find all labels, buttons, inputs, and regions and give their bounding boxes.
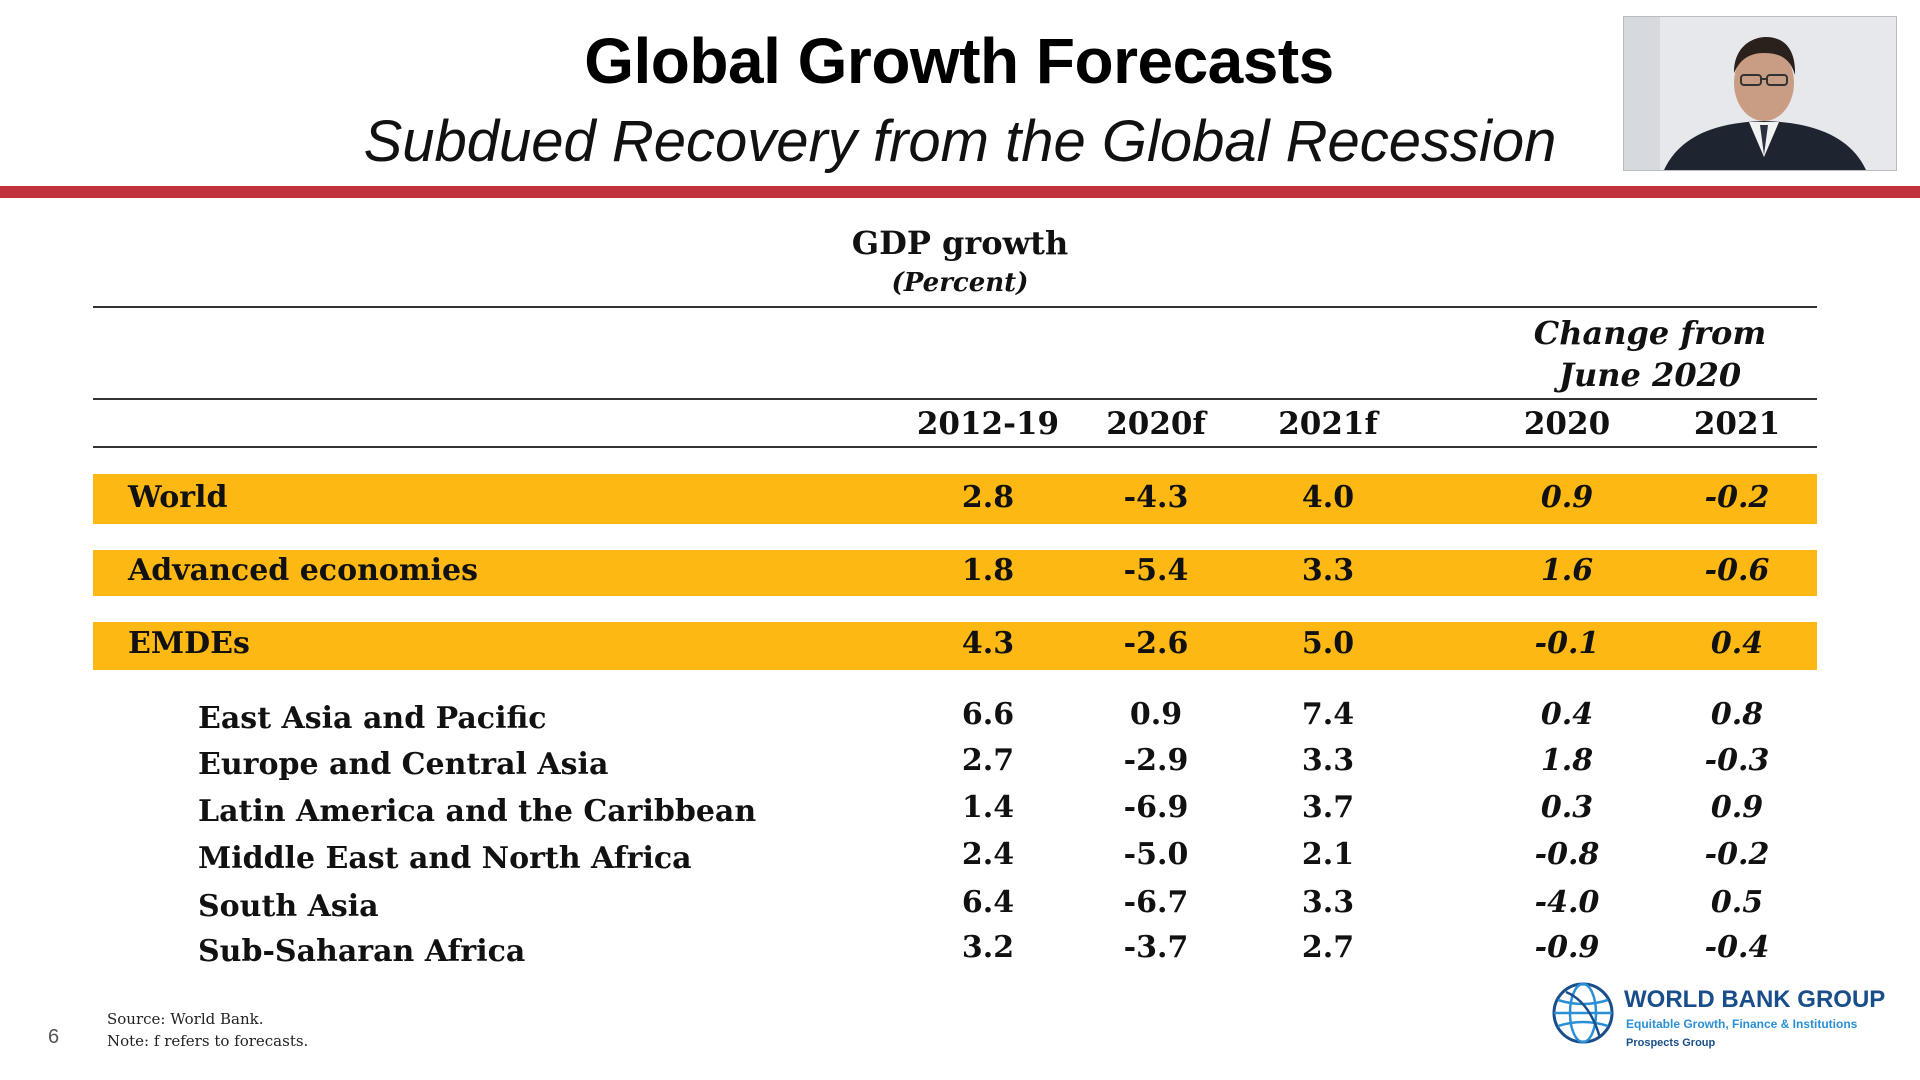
- cell-change-2021: 0.5: [1710, 885, 1764, 920]
- cell-change-2020: -0.9: [1534, 930, 1600, 965]
- table-row-south-asia: South Asia 6.4 -6.7 3.3 -4.0 0.5: [0, 885, 1920, 931]
- cell-change-2020: 1.8: [1540, 743, 1594, 778]
- presenter-silhouette-icon: [1624, 17, 1896, 170]
- table-row-world: World 2.8 -4.3 4.0 0.9 -0.2: [0, 476, 1920, 522]
- cell-change-2020: 0.3: [1540, 790, 1594, 825]
- cell-2021f: 4.0: [1301, 480, 1355, 515]
- cell-2021f: 2.7: [1301, 930, 1355, 965]
- table-unit: (Percent): [891, 268, 1029, 298]
- header-bottom-rule: [93, 446, 1817, 448]
- cell-2021f: 5.0: [1301, 626, 1355, 661]
- cell-change-2021: -0.4: [1704, 930, 1770, 965]
- row-label: Europe and Central Asia: [198, 747, 609, 782]
- cell-2012-19: 1.8: [961, 553, 1015, 588]
- row-label: East Asia and Pacific: [198, 701, 547, 736]
- cell-change-2021: -0.3: [1704, 743, 1770, 778]
- row-label: South Asia: [198, 889, 379, 924]
- presenter-webcam-video[interactable]: [1623, 16, 1897, 171]
- cell-2020f: -5.4: [1123, 553, 1189, 588]
- logo-name: WORLD BANK GROUP: [1624, 986, 1886, 1013]
- cell-2020f: -3.7: [1123, 930, 1189, 965]
- cell-2020f: -2.9: [1123, 743, 1189, 778]
- cell-2020f: -2.6: [1123, 626, 1189, 661]
- cell-change-2021: -0.6: [1704, 553, 1770, 588]
- change-from-june-header: Change from June 2020: [1500, 312, 1800, 396]
- table-row-europe-central-asia: Europe and Central Asia 2.7 -2.9 3.3 1.8…: [0, 743, 1920, 789]
- cell-change-2020: 0.9: [1540, 480, 1594, 515]
- cell-change-2020: -4.0: [1534, 885, 1600, 920]
- row-label: Advanced economies: [128, 553, 479, 588]
- world-bank-group-logo: WORLD BANK GROUP Equitable Growth, Finan…: [1550, 980, 1895, 1052]
- table-row-middle-east-north-africa: Middle East and North Africa 2.4 -5.0 2.…: [0, 837, 1920, 883]
- row-label: Latin America and the Caribbean: [198, 794, 757, 829]
- highlight-band-emdes: [93, 622, 1817, 670]
- cell-change-2020: -0.8: [1534, 837, 1600, 872]
- highlight-band-world: [93, 474, 1817, 524]
- cell-change-2021: -0.2: [1704, 837, 1770, 872]
- change-header-line2: June 2020: [1558, 356, 1742, 394]
- row-label: Middle East and North Africa: [198, 841, 692, 876]
- row-label: World: [128, 480, 228, 515]
- cell-2012-19: 3.2: [961, 930, 1015, 965]
- cell-2021f: 7.4: [1301, 697, 1355, 732]
- source-note: Source: World Bank.: [107, 1010, 264, 1028]
- page-number: 6: [48, 1026, 60, 1048]
- header-mid-rule: [93, 398, 1817, 400]
- table-row-advanced-economies: Advanced economies 1.8 -5.4 3.3 1.6 -0.6: [0, 552, 1920, 598]
- title-divider-bar: [0, 186, 1920, 198]
- logo-tagline: Equitable Growth, Finance & Institutions: [1626, 1017, 1858, 1031]
- cell-2021f: 3.7: [1301, 790, 1355, 825]
- cell-2012-19: 2.8: [961, 480, 1015, 515]
- table-row-sub-saharan-africa: Sub-Saharan Africa 3.2 -3.7 2.7 -0.9 -0.…: [0, 930, 1920, 976]
- table-row-east-asia-pacific: East Asia and Pacific 6.6 0.9 7.4 0.4 0.…: [0, 697, 1920, 743]
- column-header-2020f: 2020f: [1106, 406, 1206, 442]
- cell-2012-19: 6.4: [961, 885, 1015, 920]
- footnotes: Source: World Bank. Note: f refers to fo…: [107, 1008, 308, 1052]
- column-header-change-2021: 2021: [1693, 406, 1781, 442]
- cell-2012-19: 1.4: [961, 790, 1015, 825]
- slide-title: Global Growth Forecasts: [584, 25, 1334, 97]
- column-header-2012-19: 2012-19: [916, 406, 1060, 442]
- cell-2020f: 0.9: [1129, 697, 1183, 732]
- column-header-2021f: 2021f: [1278, 406, 1378, 442]
- highlight-band-advanced: [93, 550, 1817, 596]
- cell-change-2021: 0.8: [1710, 697, 1764, 732]
- cell-2021f: 3.3: [1301, 743, 1355, 778]
- cell-2021f: 2.1: [1301, 837, 1355, 872]
- cell-2020f: -6.9: [1123, 790, 1189, 825]
- cell-2012-19: 2.7: [961, 743, 1015, 778]
- slide-subtitle: Subdued Recovery from the Global Recessi…: [363, 109, 1557, 174]
- cell-change-2021: -0.2: [1704, 480, 1770, 515]
- table-row-emdes: EMDEs 4.3 -2.6 5.0 -0.1 0.4: [0, 625, 1920, 671]
- change-header-line1: Change from: [1533, 314, 1767, 352]
- globe-icon: [1552, 982, 1614, 1044]
- cell-2012-19: 2.4: [961, 837, 1015, 872]
- cell-change-2020: -0.1: [1534, 626, 1600, 661]
- cell-2020f: -6.7: [1123, 885, 1189, 920]
- cell-2020f: -5.0: [1123, 837, 1189, 872]
- cell-change-2021: 0.4: [1710, 626, 1764, 661]
- table-top-rule: [93, 306, 1817, 308]
- row-label: Sub-Saharan Africa: [198, 934, 526, 969]
- row-label: EMDEs: [128, 626, 250, 661]
- table-row-latin-america-caribbean: Latin America and the Caribbean 1.4 -6.9…: [0, 790, 1920, 836]
- cell-2021f: 3.3: [1301, 553, 1355, 588]
- cell-2012-19: 6.6: [961, 697, 1015, 732]
- cell-2012-19: 4.3: [961, 626, 1015, 661]
- logo-group: Prospects Group: [1626, 1037, 1716, 1049]
- cell-change-2020: 0.4: [1540, 697, 1594, 732]
- forecast-note: Note: f refers to forecasts.: [107, 1032, 309, 1050]
- cell-2020f: -4.3: [1123, 480, 1189, 515]
- column-header-change-2020: 2020: [1523, 406, 1611, 442]
- cell-change-2021: 0.9: [1710, 790, 1764, 825]
- cell-2021f: 3.3: [1301, 885, 1355, 920]
- cell-change-2020: 1.6: [1540, 553, 1594, 588]
- table-title: GDP growth: [851, 224, 1069, 262]
